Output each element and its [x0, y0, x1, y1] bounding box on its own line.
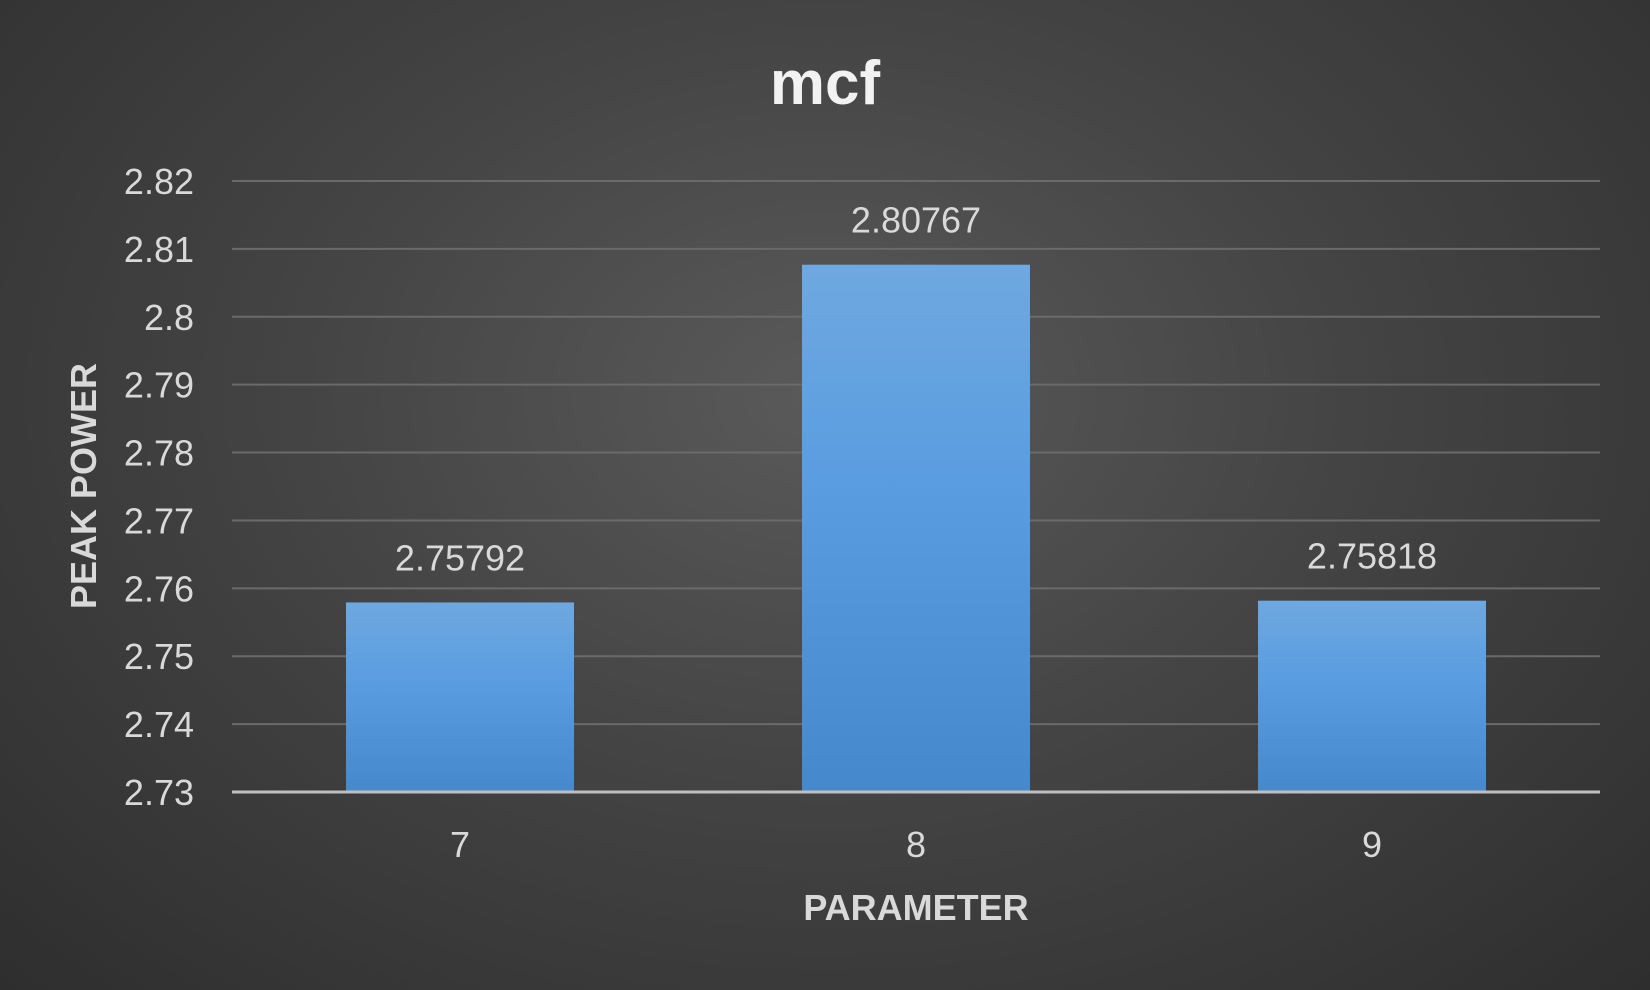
y-tick-label: 2.75	[124, 636, 194, 677]
y-axis-title: PEAK POWER	[63, 363, 104, 609]
y-tick-label: 2.78	[124, 433, 194, 474]
y-tick-label: 2.82	[124, 161, 194, 202]
y-axis-tick-labels: 2.73 2.74 2.75 2.76 2.77 2.78 2.79 2.8 2.81 2.82	[124, 161, 194, 813]
bar-7	[346, 602, 574, 792]
x-tick-label: 7	[450, 824, 470, 865]
data-label-8: 2.80767	[851, 200, 981, 241]
chart-title: mcf	[770, 49, 881, 118]
y-tick-label: 2.8	[144, 297, 194, 338]
x-tick-label: 9	[1362, 824, 1382, 865]
y-tick-label: 2.76	[124, 568, 194, 609]
bars	[346, 264, 1486, 792]
y-tick-label: 2.73	[124, 772, 194, 813]
x-axis-tick-labels: 7 8 9	[450, 824, 1382, 865]
data-label-7: 2.75792	[395, 537, 525, 578]
y-tick-label: 2.74	[124, 704, 194, 745]
y-tick-label: 2.81	[124, 229, 194, 270]
x-tick-label: 8	[906, 824, 926, 865]
x-axis-title: PARAMETER	[803, 887, 1028, 928]
bar-9	[1258, 600, 1486, 792]
data-label-9: 2.75818	[1307, 536, 1437, 577]
data-labels: 2.75792 2.80767 2.75818	[395, 200, 1437, 579]
bar-8	[802, 264, 1030, 792]
y-tick-label: 2.77	[124, 500, 194, 541]
y-tick-label: 2.79	[124, 365, 194, 406]
